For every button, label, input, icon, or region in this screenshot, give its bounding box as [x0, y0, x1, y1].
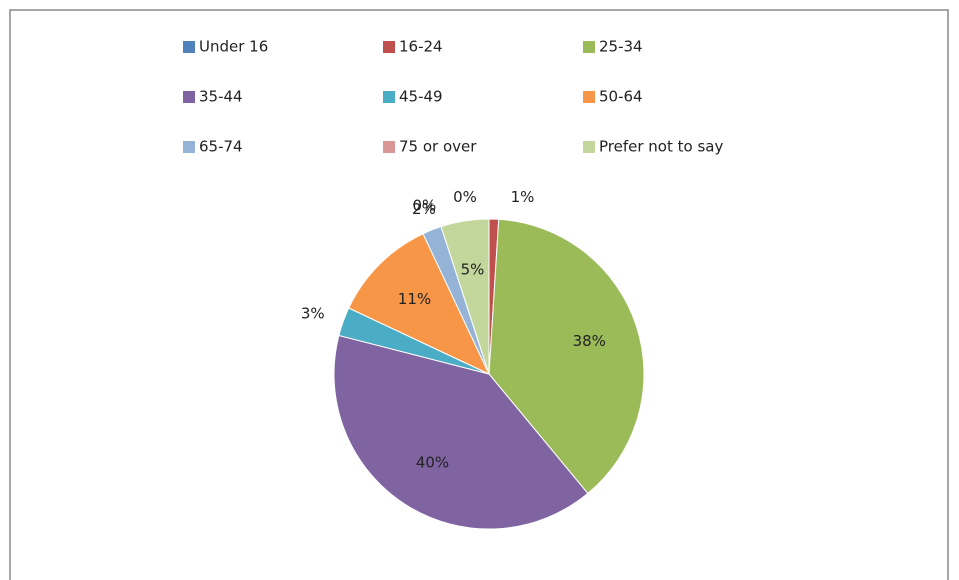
legend-label: Prefer not to say — [599, 138, 723, 156]
legend-label: 50-64 — [599, 88, 643, 106]
data-label: 2% — [412, 200, 436, 218]
pie-slice — [488, 218, 645, 495]
legend-swatch — [383, 91, 395, 103]
legend-swatch — [183, 141, 195, 153]
pie-slice — [333, 334, 589, 530]
legend-swatch — [183, 41, 195, 53]
legend-swatch — [383, 41, 395, 53]
pie-slice — [440, 218, 490, 375]
legend-swatch — [583, 41, 595, 53]
data-label: 5% — [461, 260, 485, 278]
data-label: 0% — [453, 188, 477, 206]
data-label: 1% — [511, 188, 535, 206]
data-label: 0% — [412, 196, 436, 214]
legend-swatch — [583, 91, 595, 103]
legend-label: 35-44 — [199, 88, 243, 106]
legend-label: 75 or over — [399, 138, 477, 156]
data-label: 38% — [573, 332, 606, 350]
legend-swatch — [183, 91, 195, 103]
legend-swatch — [583, 141, 595, 153]
legend-swatch — [383, 141, 395, 153]
legend-label: 65-74 — [199, 138, 243, 156]
data-label: 3% — [301, 305, 325, 323]
legend-label: 16-24 — [399, 38, 443, 56]
legend-label: 45-49 — [399, 88, 443, 106]
legend-label: 25-34 — [599, 38, 643, 56]
pie-slice — [348, 233, 491, 376]
data-label: 11% — [398, 290, 431, 308]
legend-label: Under 16 — [199, 38, 268, 56]
data-label: 40% — [416, 453, 449, 471]
